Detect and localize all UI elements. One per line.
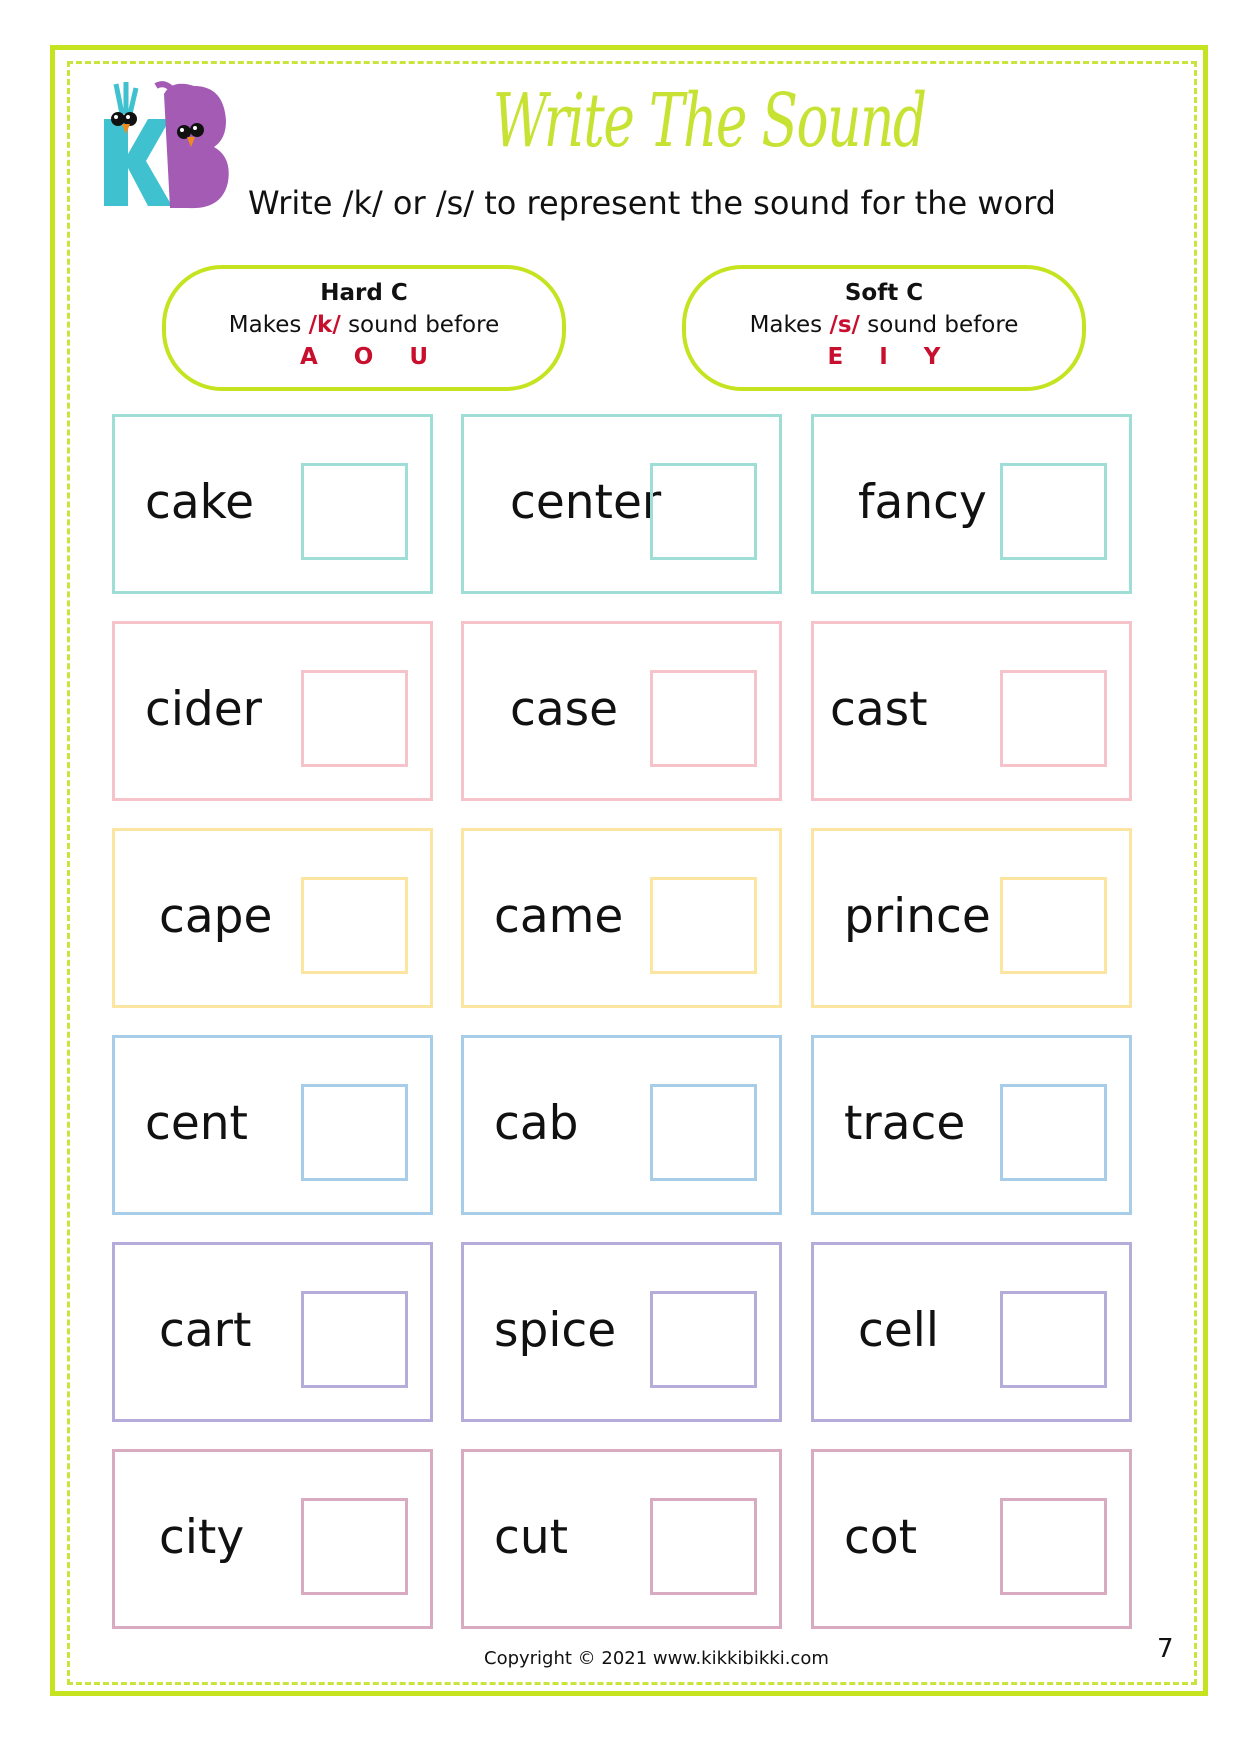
rule-text: Makes [749,312,830,338]
answer-box[interactable] [650,1084,757,1181]
word-label: case [510,682,619,737]
word-card: came [461,828,782,1008]
word-card: center [461,414,782,594]
answer-box[interactable] [650,877,757,974]
word-card: fancy [811,414,1132,594]
answer-box[interactable] [1000,877,1107,974]
word-card: cot [811,1449,1132,1629]
word-label: cider [145,682,262,737]
page-number: 7 [1157,1634,1174,1664]
page-border [50,45,1208,1696]
answer-box[interactable] [301,877,408,974]
word-card: cider [112,621,433,801]
rule-letters: E I Y [827,344,955,370]
word-card: cake [112,414,433,594]
word-label: center [510,475,662,530]
rule-sound: /s/ [829,312,860,338]
word-label: cake [145,475,255,530]
word-card: cart [112,1242,433,1422]
answer-box[interactable] [301,1291,408,1388]
answer-box[interactable] [1000,1498,1107,1595]
instructions: Write /k/ or /s/ to represent the sound … [248,184,1056,222]
rule-text: Makes [228,312,309,338]
answer-box[interactable] [1000,670,1107,767]
rule-text: sound before [340,312,500,338]
word-card: trace [811,1035,1132,1215]
word-label: came [494,889,624,944]
rule-letters: A O U [299,344,443,370]
word-label: cot [844,1510,918,1565]
word-label: cell [858,1303,939,1358]
word-card: prince [811,828,1132,1008]
answer-box[interactable] [650,1291,757,1388]
answer-box[interactable] [301,1084,408,1181]
word-label: cab [494,1096,579,1151]
page-title: Write The Sound [492,78,927,164]
answer-box[interactable] [301,463,408,560]
word-card: cent [112,1035,433,1215]
answer-box[interactable] [301,1498,408,1595]
answer-box[interactable] [1000,1084,1107,1181]
rule-heading: Soft C [844,280,924,306]
answer-box[interactable] [650,1498,757,1595]
word-card: cape [112,828,433,1008]
word-label: cape [159,889,273,944]
word-label: spice [494,1303,617,1358]
answer-box[interactable] [301,670,408,767]
word-card: spice [461,1242,782,1422]
word-card: cut [461,1449,782,1629]
rule-sound: /k/ [308,312,341,338]
word-label: cast [830,682,928,737]
word-label: cart [159,1303,252,1358]
dashed-border [67,61,1197,1685]
word-card: case [461,621,782,801]
word-label: prince [844,889,991,944]
word-card: city [112,1449,433,1629]
word-card: cell [811,1242,1132,1422]
answer-box[interactable] [1000,463,1107,560]
hard-c-rule: Hard C Makes /k/ sound before A O U [162,265,566,391]
word-label: cent [145,1096,248,1151]
word-label: cut [494,1510,569,1565]
word-label: city [159,1510,245,1565]
word-label: trace [844,1096,966,1151]
word-card: cast [811,621,1132,801]
rule-heading: Hard C [320,280,408,306]
answer-box[interactable] [650,463,757,560]
answer-box[interactable] [1000,1291,1107,1388]
answer-box[interactable] [650,670,757,767]
soft-c-rule: Soft C Makes /s/ sound before E I Y [682,265,1086,391]
copyright: Copyright © 2021 www.kikkibikki.com [484,1648,829,1669]
word-label: fancy [858,475,987,530]
kikkibikki-logo [104,81,229,209]
word-card: cab [461,1035,782,1215]
rule-text: sound before [859,312,1019,338]
